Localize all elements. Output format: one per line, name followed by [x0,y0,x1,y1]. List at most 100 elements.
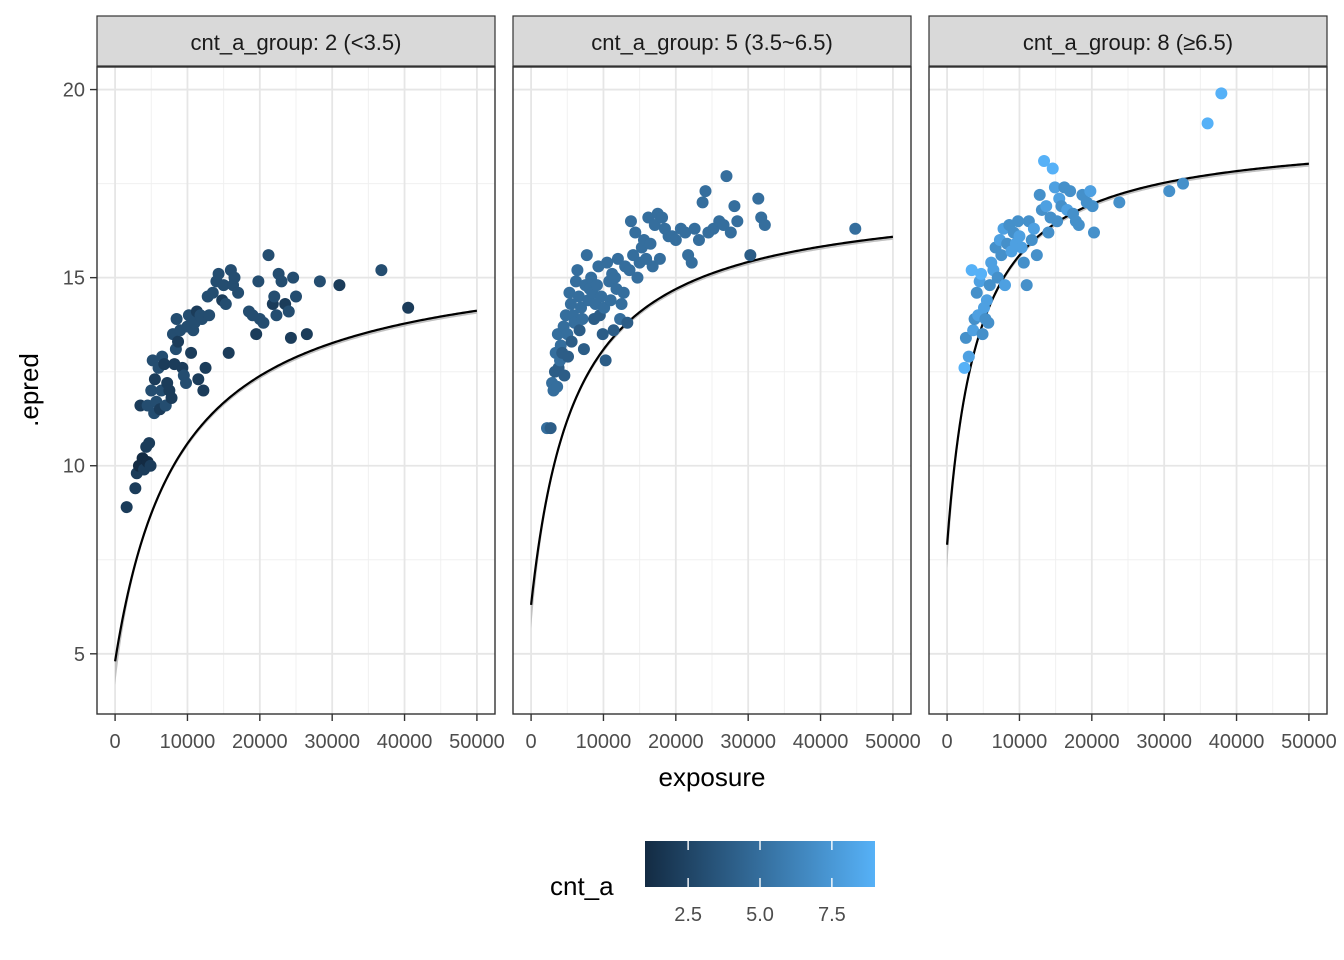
data-point [998,279,1011,292]
x-tick-label: 20000 [648,731,704,753]
data-point [375,264,388,277]
data-point [203,309,216,322]
data-point [731,215,744,228]
data-point [333,279,346,292]
x-tick-label: 10000 [992,731,1048,753]
facet-strip-label: cnt_a_group: 8 (≥6.5) [1023,30,1233,55]
data-point [615,297,628,310]
data-point [648,218,661,231]
data-point [958,361,971,374]
data-point [970,286,983,299]
data-point [313,275,326,288]
facet-strip [928,15,1328,67]
data-point [544,422,557,435]
data-point [252,275,265,288]
data-point [629,226,642,239]
data-point [758,218,771,231]
data-point [596,328,609,341]
data-point [609,271,622,284]
data-point [562,350,574,363]
facet-panel: cnt_a_group: 2 (<3.5) 0 10000 20000 30000 400… [63,15,505,753]
data-point [692,234,705,247]
data-point [717,218,730,231]
data-point [1201,117,1214,130]
data-point [129,482,142,495]
legend-title: cnt_a [550,871,614,901]
data-point [965,264,978,277]
data-point [212,267,225,280]
data-point [144,459,157,472]
data-point [1012,215,1025,228]
data-point [569,275,582,288]
data-point [685,256,698,269]
data-point [143,437,156,450]
data-point [1033,188,1046,201]
data-point [1086,200,1099,213]
data-point [617,286,630,299]
x-tick-label: 30000 [304,731,360,753]
data-point [1048,181,1061,194]
data-point [268,290,281,303]
x-tick-label: 10000 [576,731,632,753]
data-point [1072,218,1085,231]
data-point [185,346,198,359]
data-point [120,501,133,514]
data-point [565,335,578,348]
data-point [1177,177,1189,190]
y-tick-label: 10 [63,456,85,478]
data-point [571,264,584,277]
data-point [572,290,585,303]
y-tick-label: 20 [63,80,85,102]
data-point [206,286,219,299]
data-point [1040,200,1053,213]
data-point [158,358,171,371]
data-point [1064,185,1077,198]
data-point [270,309,283,322]
data-point [197,384,210,397]
legend: cnt_a 2.5 5.0 7.5 [550,841,875,926]
data-point [669,234,682,247]
data-point [1215,87,1228,100]
x-tick-label: 0 [526,731,537,753]
data-point [720,170,733,183]
data-point [728,200,741,213]
data-point [257,316,270,329]
data-point [623,264,636,277]
data-point [744,249,757,262]
fit-line [945,162,1310,545]
data-point [287,271,300,284]
data-point [148,373,161,386]
data-point [631,271,644,284]
data-point [752,192,765,205]
data-point [275,275,288,288]
x-tick-label: 40000 [1209,731,1265,753]
x-tick-label: 30000 [1136,731,1192,753]
x-tick-label: 10000 [160,731,216,753]
data-point [290,290,302,303]
x-tick-label: 30000 [720,731,776,753]
data-point [232,286,245,299]
data-point [282,305,295,318]
data-point [563,286,576,299]
data-point [590,279,603,292]
data-point [564,297,577,310]
x-tick-label: 20000 [232,731,288,753]
data-point [575,301,588,314]
data-point [222,346,235,359]
legend-tick-label: 7.5 [818,904,846,926]
data-point [1087,226,1100,239]
data-point [1042,226,1055,239]
x-axis-title: exposure [659,762,766,792]
facet-strip-label: cnt_a_group: 5 (3.5~6.5) [591,30,833,55]
data-point [699,185,712,198]
data-point [1051,215,1064,228]
data-point [611,252,624,265]
data-point [959,331,972,344]
data-point [262,249,275,262]
data-point [573,324,586,337]
x-tick-label: 50000 [449,731,505,753]
data-point [228,271,241,284]
facet-strip [512,15,912,67]
data-point [599,354,612,367]
data-point [170,313,183,326]
